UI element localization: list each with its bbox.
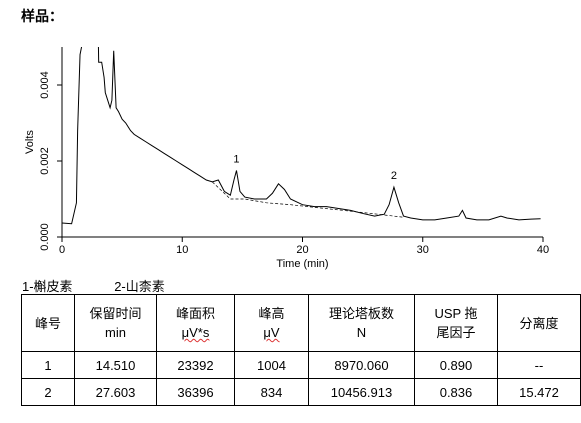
cell-theoretical-plates: 8970.060 (308, 351, 415, 379)
results-table: 峰号 保留时间 min 峰面积 μV*s 峰高 μV 理论塔板数 N USP 拖尾因子 … (21, 294, 581, 406)
header-retention-time: 保留时间 min (74, 294, 157, 352)
x-tick-label: 10 (176, 244, 188, 256)
cell-resolution: 15.472 (497, 378, 581, 406)
y-axis-label: Volts (24, 130, 36, 154)
header-peak-area: 峰面积 μV*s (156, 294, 235, 352)
page-heading: 样品： (21, 8, 63, 24)
table-header-row: 峰号 保留时间 min 峰面积 μV*s 峰高 μV 理论塔板数 N USP 拖尾因子 … (21, 294, 581, 352)
legend-item-1: 1-槲皮素 (22, 279, 73, 294)
x-tick-label: 30 (417, 244, 429, 256)
header-peak-no: 峰号 (21, 294, 75, 352)
header-usp-tailing: USP 拖尾因子 (414, 294, 498, 352)
cell-peak-no: 1 (21, 351, 75, 379)
y-tick-label: 0.002 (39, 147, 51, 175)
cell-peak-area: 23392 (156, 351, 235, 379)
y-tick-label: 0.000 (39, 223, 51, 251)
table-row: 2 27.603 36396 834 10456.913 0.836 15.47… (21, 378, 581, 406)
cell-theoretical-plates: 10456.913 (308, 378, 415, 406)
x-tick-label: 40 (537, 244, 549, 256)
x-tick-label: 0 (59, 244, 65, 256)
cell-peak-area: 36396 (156, 378, 235, 406)
legend-item-2: 2-山柰素 (114, 279, 165, 294)
header-peak-height: 峰高 μV (234, 294, 309, 352)
cell-peak-height: 1004 (234, 351, 309, 379)
x-axis-label: Time (min) (276, 258, 328, 270)
peak-label: 1 (233, 154, 239, 166)
header-theoretical-plates: 理论塔板数 N (308, 294, 415, 352)
cell-retention-time: 27.603 (74, 378, 157, 406)
peak-label: 2 (391, 170, 397, 182)
chromatogram-chart: 0 10 20 30 40 0.000 0.002 0.004 Time (min) Volts 1… (24, 47, 549, 270)
y-tick-label: 0.004 (39, 71, 51, 99)
cell-peak-height: 834 (234, 378, 309, 406)
x-tick-label: 20 (296, 244, 308, 256)
cell-usp-tailing: 0.836 (414, 378, 498, 406)
cell-usp-tailing: 0.890 (414, 351, 498, 379)
cell-resolution: -- (497, 351, 581, 379)
series-line (62, 47, 541, 225)
compound-legend: 1-槲皮素 2-山柰素 (22, 276, 203, 295)
table-row: 1 14.510 23392 1004 8970.060 0.890 -- (21, 351, 581, 379)
cell-peak-no: 2 (21, 378, 75, 406)
cell-retention-time: 14.510 (74, 351, 157, 379)
baseline-line (212, 181, 404, 218)
header-resolution: 分离度 (497, 294, 581, 352)
